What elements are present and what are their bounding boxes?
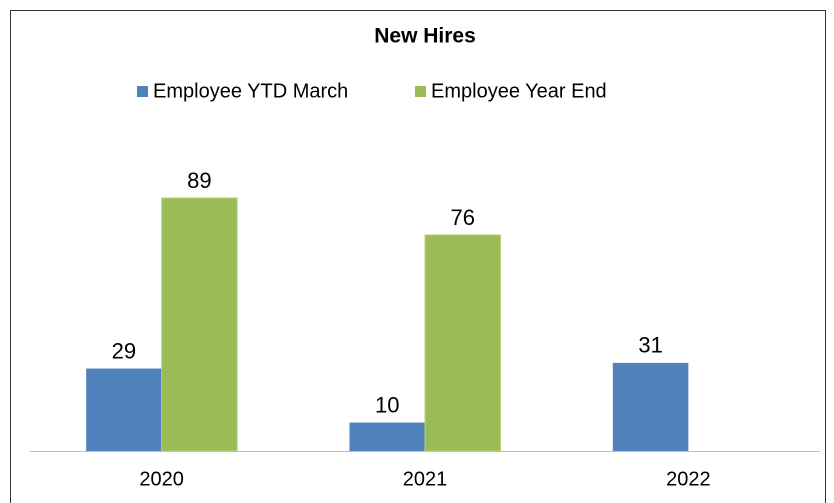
data-label: 31 bbox=[638, 333, 662, 358]
bar bbox=[161, 197, 238, 452]
bar bbox=[612, 362, 689, 451]
bar bbox=[349, 422, 425, 451]
chart-title: New Hires bbox=[374, 25, 476, 48]
data-label: 89 bbox=[187, 168, 211, 193]
legend-label: Employee Year End bbox=[431, 80, 607, 102]
legend-swatch bbox=[137, 86, 148, 97]
x-tick-label: 2021 bbox=[403, 468, 448, 490]
bar bbox=[86, 368, 162, 451]
data-label: 29 bbox=[112, 338, 136, 363]
bar bbox=[424, 234, 501, 452]
x-tick-label: 2022 bbox=[666, 468, 711, 490]
legend-swatch bbox=[415, 86, 426, 97]
data-label: 10 bbox=[375, 392, 399, 417]
legend-label: Employee YTD March bbox=[153, 80, 348, 102]
data-label: 76 bbox=[451, 205, 475, 230]
x-tick-label: 2020 bbox=[139, 468, 184, 490]
